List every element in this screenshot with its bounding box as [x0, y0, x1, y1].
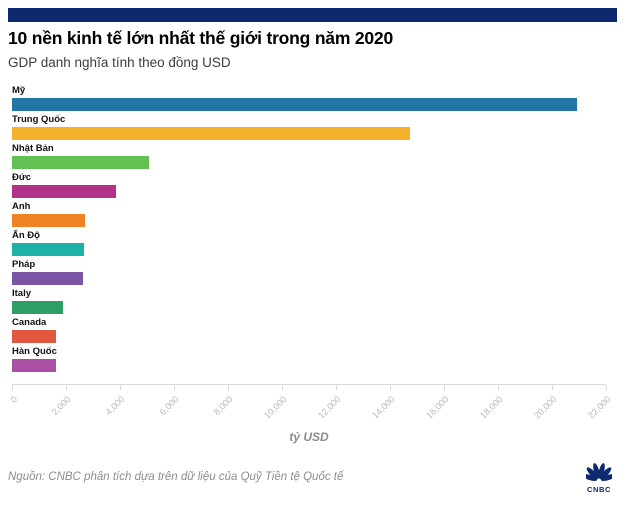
x-axis-tick-label: 10,000 [262, 394, 290, 421]
x-axis-tick [228, 385, 229, 390]
bar-label: Hàn Quốc [12, 346, 57, 357]
x-axis-tick-label: 6,000 [158, 394, 182, 418]
bar-row: Trung Quốc [12, 114, 606, 143]
bar [12, 98, 578, 111]
x-axis-tick-label: 18,000 [478, 394, 506, 421]
bar [12, 185, 116, 198]
bar-label: Ấn Độ [12, 230, 40, 241]
x-axis-line [12, 384, 606, 385]
x-axis-tick-label: 0 [8, 394, 20, 405]
source-note: Nguồn: CNBC phân tích dựa trên dữ liệu c… [8, 471, 344, 483]
bar-row: Nhật Bản [12, 143, 606, 172]
x-axis-tick [606, 385, 607, 390]
bar-label: Canada [12, 317, 47, 328]
bar-row: Pháp [12, 259, 606, 288]
x-axis-tick-label: 14,000 [370, 394, 398, 421]
chart-title: 10 nền kinh tế lớn nhất thế giới trong n… [8, 28, 393, 48]
plot-area: Mỹ Trung Quốc Nhật Bản Đức Anh Ấn Độ Pháp Italy… [8, 85, 613, 430]
x-axis-tick [336, 385, 337, 390]
bar-label: Pháp [12, 259, 36, 270]
bar [12, 127, 410, 140]
bar-label: Nhật Bản [12, 143, 54, 154]
bar-row: Hàn Quốc [12, 346, 606, 375]
chart-subtitle: GDP danh nghĩa tính theo đồng USD [8, 55, 231, 70]
brand-accent-bar [8, 8, 617, 22]
x-axis-tick-label: 16,000 [424, 394, 452, 421]
x-axis-tick [12, 385, 13, 390]
x-axis-title: tỷ USD [289, 430, 329, 444]
bar-row: Mỹ [12, 85, 606, 114]
x-axis-tick [282, 385, 283, 390]
bar-label: Đức [12, 172, 32, 183]
bar-row: Đức [12, 172, 606, 201]
x-axis-tick [444, 385, 445, 390]
bar-label: Italy [12, 288, 32, 299]
bar [12, 156, 149, 169]
cnbc-wordmark: CNBC [586, 485, 612, 494]
bar [12, 272, 83, 285]
bar-row: Anh [12, 201, 606, 230]
bar [12, 214, 86, 227]
x-axis-tick-label: 2,000 [50, 394, 74, 418]
x-axis-tick [120, 385, 121, 390]
bar [12, 330, 57, 343]
x-axis-tick-label: 12,000 [316, 394, 344, 421]
bar-label: Anh [12, 201, 31, 212]
x-axis-tick [174, 385, 175, 390]
peacock-icon [582, 463, 616, 481]
x-axis-tick [390, 385, 391, 390]
x-axis-tick-label: 20,000 [532, 394, 560, 421]
x-axis-tick [498, 385, 499, 390]
bar-row: Canada [12, 317, 606, 346]
bar-label: Trung Quốc [12, 114, 66, 125]
bar [12, 359, 57, 372]
x-axis-tick [66, 385, 67, 390]
x-axis-tick-label: 22,000 [586, 394, 614, 421]
bar-row: Italy [12, 288, 606, 317]
bar [12, 301, 63, 314]
x-axis-tick [552, 385, 553, 390]
bar [12, 243, 84, 256]
cnbc-logo: CNBC [582, 462, 616, 494]
bar-label: Mỹ [12, 85, 26, 96]
bar-rows: Mỹ Trung Quốc Nhật Bản Đức Anh Ấn Độ Pháp Italy… [12, 85, 606, 375]
x-axis-tick-label: 8,000 [212, 394, 236, 418]
bar-row: Ấn Độ [12, 230, 606, 259]
x-axis-tick-label: 4,000 [104, 394, 128, 418]
